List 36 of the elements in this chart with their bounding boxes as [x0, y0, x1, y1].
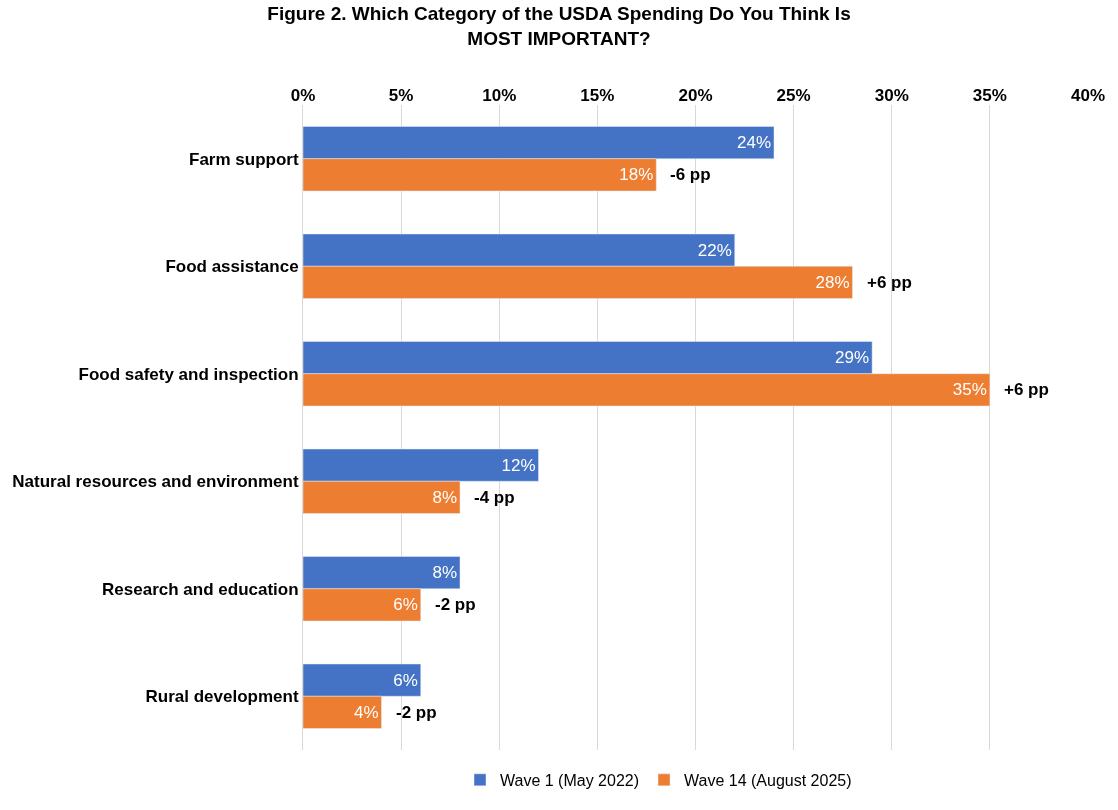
x-tick-label: 0% [290, 85, 316, 105]
y-tick-label: Natural resources and environment [12, 472, 299, 492]
data-label: 12% [501, 455, 536, 475]
x-tick-label: 10% [482, 85, 517, 105]
data-label: 22% [697, 240, 732, 260]
data-label: 4% [353, 702, 379, 722]
annotation: -2 pp [435, 595, 476, 614]
y-tick-label: Rural development [145, 687, 299, 707]
y-tick-label: Research and education [102, 579, 299, 599]
data-label: 8% [432, 487, 457, 507]
data-label: 24% [736, 133, 771, 153]
x-tick-label: 5% [388, 85, 414, 105]
legend-label: Wave 14 (August 2025) [684, 772, 852, 790]
x-tick-label: 15% [580, 85, 615, 105]
y-tick-label: Food safety and inspection [78, 364, 299, 384]
y-tick-label: Food assistance [165, 257, 299, 277]
annotation: -4 pp [474, 488, 515, 507]
annotation: +6 pp [867, 273, 912, 292]
annotation: +6 pp [1004, 380, 1049, 399]
data-label: 28% [815, 272, 850, 292]
x-tick-label: 40% [1070, 85, 1106, 105]
data-label: 29% [835, 348, 870, 368]
y-tick-label: Farm support [189, 149, 299, 169]
annotation: -6 pp [670, 165, 711, 184]
data-label: 18% [619, 165, 654, 185]
x-tick-label: 25% [776, 85, 811, 105]
legend-label: Wave 1 (May 2022) [500, 772, 640, 790]
data-label: 6% [393, 595, 418, 615]
x-tick-label: 30% [874, 85, 909, 105]
chart-title: Figure 2. Which Category of the USDA Spending Do You Think Is MOST IMPORTANT? [267, 3, 851, 49]
data-label: 6% [393, 670, 418, 690]
data-label: 35% [952, 380, 987, 400]
data-label: 8% [432, 563, 457, 583]
x-tick-label: 20% [678, 85, 713, 105]
x-tick-label: 35% [972, 85, 1007, 105]
annotation: -2 pp [396, 703, 437, 722]
